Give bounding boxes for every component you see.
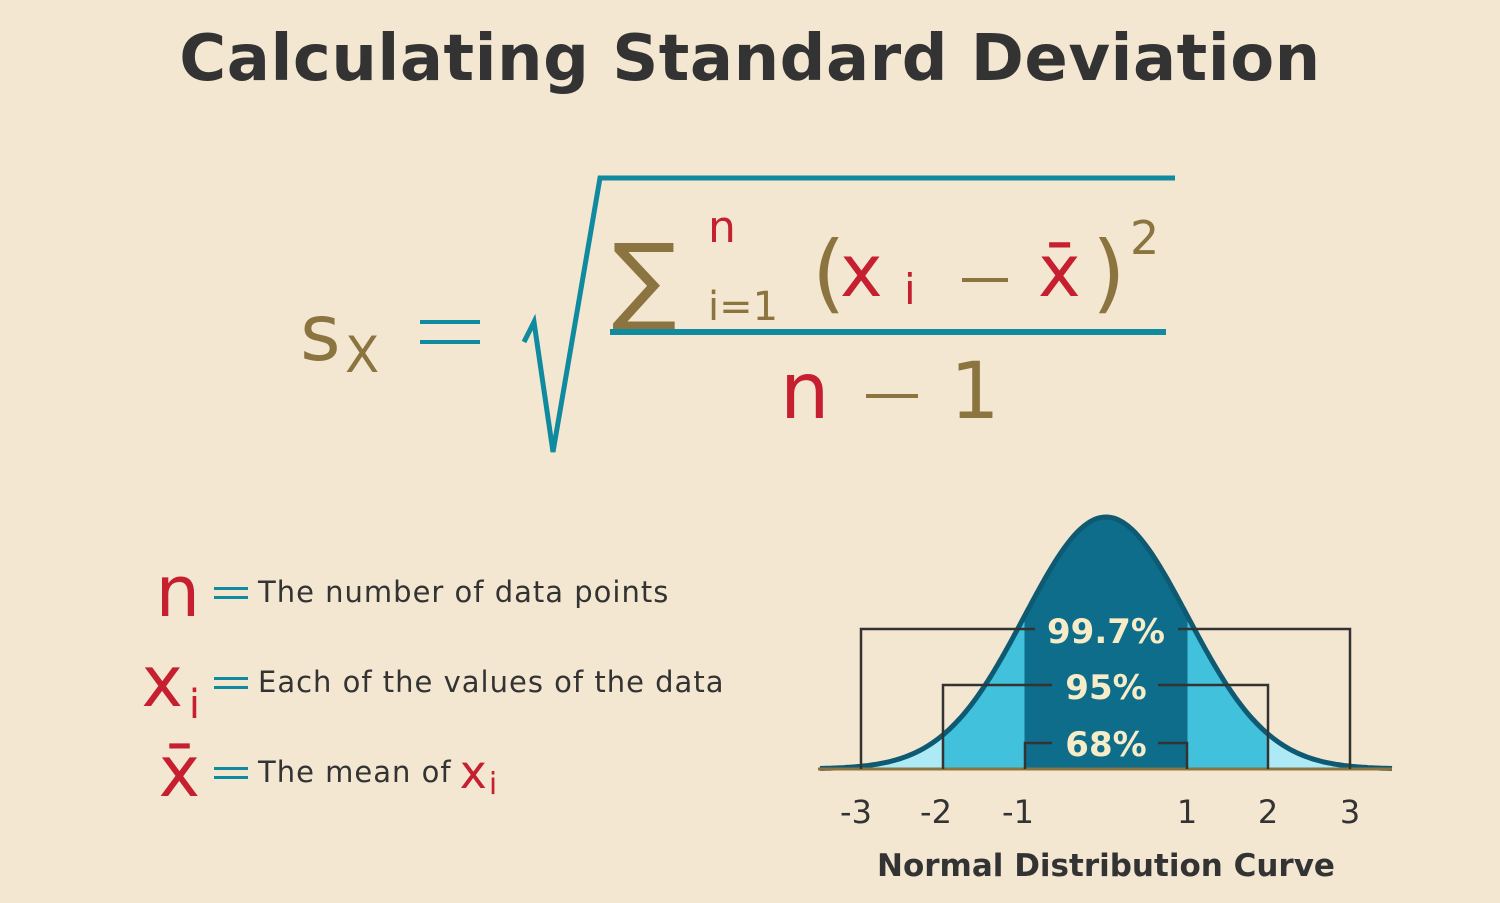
exponent-two: 2	[1130, 211, 1159, 265]
page-title: Calculating Standard Deviation	[179, 22, 1321, 96]
denominator-n: n	[780, 347, 829, 437]
label-68-percent: 68%	[1065, 725, 1146, 765]
sum-upper-limit: n	[708, 202, 736, 253]
xi-subscript: i	[904, 265, 916, 314]
formula-equals-sign	[420, 320, 480, 344]
xi-term: x	[840, 229, 883, 313]
legend-description-xi: Each of the values of the data	[258, 665, 725, 699]
bracket-99-7	[859, 627, 1352, 769]
tick-label-minus-1: -1	[1002, 793, 1034, 831]
legend-inline-x: x	[459, 745, 487, 799]
label-95-percent: 95%	[1065, 668, 1146, 708]
legend-row-n: n The number of data points	[100, 552, 669, 632]
legend-row-xbar: x̄ The mean of x i	[100, 731, 498, 813]
numerator-minus	[962, 278, 1008, 282]
chart-caption: Normal Distribution Curve	[877, 848, 1335, 884]
bracket-68	[1023, 741, 1189, 769]
equals-icon	[214, 582, 248, 602]
tick-label-3: 3	[1340, 793, 1360, 831]
legend-symbol-x: x	[141, 641, 183, 723]
bell-curve-outline	[819, 514, 1393, 771]
legend-description-xbar: The mean of	[258, 755, 452, 789]
tick-label-2: 2	[1258, 793, 1278, 831]
open-paren: (	[812, 223, 846, 323]
formula-s-subscript: X	[345, 326, 379, 384]
fraction-bar	[610, 329, 1166, 335]
axis-tick-labels: -3 -2 -1 1 2 3	[840, 793, 1360, 831]
legend-description-n: The number of data points	[258, 575, 670, 609]
xbar-term: x̄	[1038, 229, 1081, 313]
square-root-sign	[521, 175, 1175, 453]
tick-label-1: 1	[1177, 793, 1197, 831]
sum-lower-limit: i=1	[708, 284, 778, 330]
legend-symbol-i-subscript: i	[188, 682, 200, 728]
tick-label-minus-3: -3	[840, 793, 872, 831]
curve-fill-regions	[820, 517, 1392, 769]
tick-label-minus-2: -2	[920, 793, 952, 831]
bracket-95	[941, 683, 1270, 769]
denominator-one: 1	[950, 347, 1000, 437]
label-99-7-percent: 99.7%	[1047, 612, 1165, 652]
equals-icon	[214, 672, 248, 692]
denominator-minus	[866, 394, 918, 398]
legend-symbol-xbar: x̄	[158, 731, 200, 813]
sum-sign: ∑	[612, 223, 677, 335]
close-paren: )	[1092, 223, 1126, 323]
region-68	[1024, 517, 1188, 769]
normal-distribution-diagram: 99.7% 95% 68% -3 -2 -1 1 2 3 Normal Dist…	[818, 514, 1393, 884]
standard-deviation-formula: s X ∑ n i=1 ( x i x̄ ) 2 n 1	[300, 175, 1175, 453]
legend-inline-i-subscript: i	[488, 766, 498, 802]
equals-icon	[214, 762, 248, 782]
formula-s: s	[300, 289, 341, 379]
legend-symbol-n: n	[155, 551, 200, 633]
